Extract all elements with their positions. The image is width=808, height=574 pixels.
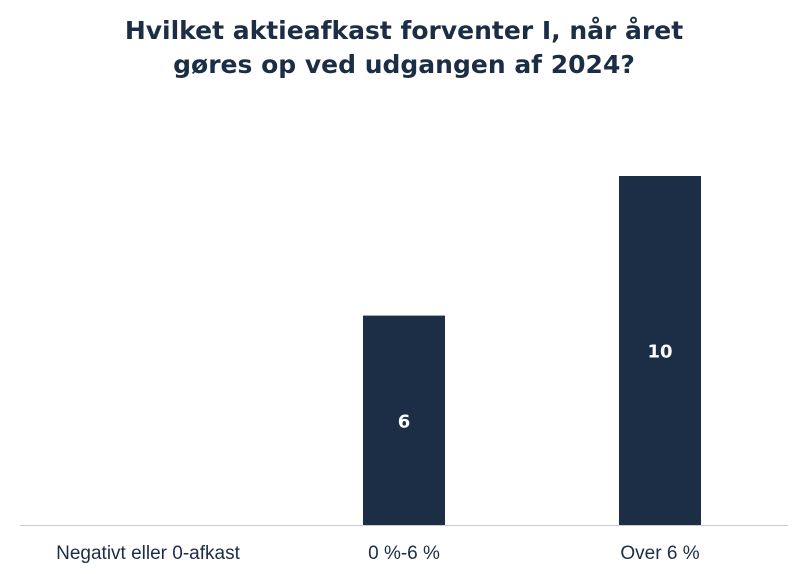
bars-group: 6 10 [363, 176, 701, 525]
bar-data-label-2: 10 [647, 342, 672, 363]
category-labels-group: Negativt eller 0-afkast 0 %-6 % Over 6 % [56, 543, 700, 564]
bar-1 [363, 315, 445, 525]
category-label-0: Negativt eller 0-afkast [56, 543, 240, 564]
chart-title-line-2: gøres op ved udgangen af 2024? [173, 50, 635, 79]
category-label-1: 0 %-6 % [368, 543, 440, 564]
bar-2 [619, 176, 701, 525]
bar-data-label-1: 6 [398, 411, 411, 432]
chart-title: Hvilket aktieafkast forventer I, når åre… [0, 14, 808, 82]
category-label-2: Over 6 % [620, 543, 699, 564]
chart-title-line-1: Hvilket aktieafkast forventer I, når åre… [124, 16, 684, 45]
